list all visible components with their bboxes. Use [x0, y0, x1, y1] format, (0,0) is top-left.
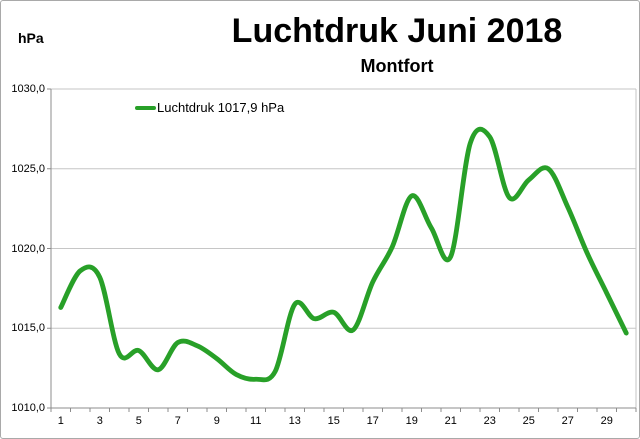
x-axis-tick-label: 1 [57, 415, 64, 427]
y-axis-tick-label: 1015,0 [11, 322, 45, 335]
x-axis-tick-label: 15 [327, 415, 340, 427]
x-axis-tick-label: 19 [405, 415, 418, 427]
x-axis-tick-label: 7 [174, 415, 181, 427]
pressure-line-series [58, 126, 629, 383]
x-axis-tick-label: 17 [366, 415, 379, 427]
x-axis-tick-label: 21 [444, 415, 457, 427]
y-axis-tick-label: 1010,0 [11, 402, 45, 414]
x-axis-tick-label: 5 [135, 415, 142, 427]
x-axis-tick-label: 9 [213, 415, 220, 427]
x-axis-tick-label: 3 [96, 415, 103, 427]
x-axis-tick-label: 23 [483, 415, 496, 427]
y-axis-tick-label: 1030,0 [11, 83, 45, 95]
chart-title: Luchtdruk Juni 2018 [231, 12, 563, 50]
x-axis-tick-label: 25 [522, 415, 535, 427]
legend-line-icon [135, 106, 156, 110]
chart-subtitle: Montfort [360, 56, 434, 76]
x-axis-tick-label: 29 [600, 415, 613, 427]
legend: Luchtdruk 1017,9 hPa [135, 101, 284, 115]
x-axis-tick-label: 11 [250, 415, 262, 427]
legend-label: Luchtdruk 1017,9 hPa [157, 100, 285, 115]
x-axis-tick-label: 13 [288, 415, 301, 427]
y-axis-unit-label: hPa [18, 30, 44, 46]
x-axis-tick-label: 27 [561, 415, 574, 427]
y-axis-tick-label: 1025,0 [11, 162, 45, 175]
y-axis-tick-label: 1020,0 [11, 242, 45, 255]
